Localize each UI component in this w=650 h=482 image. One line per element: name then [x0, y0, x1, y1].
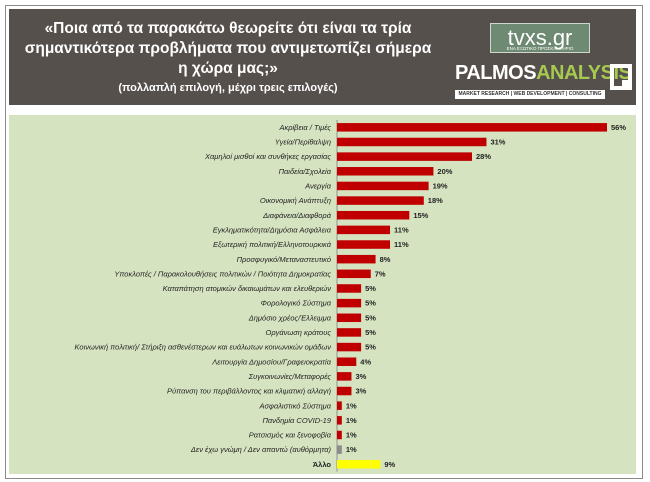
value-label: 1% — [346, 416, 357, 425]
bar — [337, 328, 362, 337]
bar — [337, 269, 371, 279]
value-label: 8% — [380, 255, 391, 264]
category-label: Ανεργία — [304, 182, 332, 191]
palmos-logo-mark-icon — [610, 64, 632, 90]
palmos-logo-word-b: ANALYSIS — [536, 62, 632, 84]
value-label: 20% — [437, 167, 452, 176]
category-label: Χαμηλοί μισθοί και συνθήκες εργασίας — [204, 152, 331, 161]
category-label: Υγεία/Περίθαλψη — [275, 138, 331, 147]
value-label: 31% — [490, 138, 505, 147]
chart-plot-area: Ακρίβεια / Τιμές 56% Υγεία/Περίθαλψη 31% Χαμ… — [9, 115, 636, 474]
bar — [337, 298, 362, 308]
category-label: Λειτουργία Δημοσίου/Γραφειοκρατία — [211, 357, 331, 366]
bar — [337, 254, 376, 264]
category-label: Διαφάνεια/Διαφθορά — [262, 211, 332, 220]
category-label: Εξωτερική πολιτική/Ελληνοτουρκικά — [213, 240, 332, 249]
value-label: 9% — [384, 460, 395, 469]
bar — [337, 240, 391, 249]
category-label: Παιδεία/Σχολεία — [279, 167, 332, 176]
category-label: Ρύπανση του περιβάλλοντος και κλιματική … — [167, 387, 331, 396]
category-label: Κοινωνική πολιτική/ Στήριξη ασθενέστερων… — [74, 343, 331, 352]
category-label: Οργάνωση κράτους — [266, 328, 332, 337]
category-label: Ασφαλιστικό Σύστημα — [259, 401, 332, 410]
palmos-logo-wordmark: PALMOSANALYSIS — [455, 62, 632, 85]
bar — [337, 416, 342, 425]
value-label: 7% — [375, 269, 386, 278]
value-label: 5% — [365, 328, 376, 337]
chart-title: «Ποια από τα παρακάτω θεωρείτε ότι είναι… — [23, 19, 433, 94]
value-label: 56% — [611, 123, 626, 132]
category-label: Δεν έχω γνώμη / Δεν απαντώ (αυθόρμητα) — [190, 445, 332, 454]
category-label: Οικονομική Ανάπτυξη — [260, 196, 331, 205]
tvxs-logo: tvxs.gr ΕΝΑ ΕΞΩΤΙΚΟ ΠΡΟΣΚΛΗΤΗΡΙΟ — [490, 23, 590, 53]
bar — [337, 386, 352, 396]
bar — [337, 167, 434, 176]
category-label: Συγκοινωνίες/Μεταφορές — [248, 372, 332, 381]
bar — [337, 152, 472, 161]
bar — [337, 401, 342, 410]
bar-chart: Ακρίβεια / Τιμές 56% Υγεία/Περίθαλψη 31% Χαμ… — [74, 120, 626, 472]
category-label: Καταπάτηση ατομικών δικαιωμάτων και ελευ… — [163, 284, 332, 293]
bar — [337, 460, 381, 469]
bar — [337, 430, 342, 440]
bar — [337, 225, 391, 235]
value-label: 11% — [394, 225, 409, 234]
category-label: Άλλο — [313, 460, 332, 469]
value-label: 5% — [365, 313, 376, 322]
category-label: Ακρίβεια / Τιμές — [278, 123, 331, 132]
palmos-analysis-logo: PALMOSANALYSIS MARKET RESEARCH | WEB DEV… — [455, 62, 635, 102]
header-banner: «Ποια από τα παρακάτω θεωρείτε ότι είναι… — [9, 9, 636, 105]
tvxs-logo-tagline: ΕΝΑ ΕΞΩΤΙΚΟ ΠΡΟΣΚΛΗΤΗΡΙΟ — [506, 46, 574, 51]
value-label: 1% — [346, 401, 357, 410]
value-label: 5% — [365, 299, 376, 308]
value-label: 11% — [394, 240, 409, 249]
value-label: 28% — [476, 152, 491, 161]
bar — [337, 196, 424, 205]
value-label: 5% — [365, 284, 376, 293]
question-text: «Ποια από τα παρακάτω θεωρείτε ότι είναι… — [24, 20, 432, 77]
value-label: 15% — [413, 211, 428, 220]
category-label: Ρατσισμός και ξενοφοβία — [249, 431, 332, 440]
bar — [337, 284, 362, 293]
value-label: 1% — [346, 431, 357, 440]
bar — [337, 342, 362, 352]
bar — [337, 210, 410, 220]
category-label: Δημόσιο χρέος/Έλλειμμα — [248, 313, 332, 322]
value-label: 3% — [355, 387, 366, 396]
bar — [337, 445, 342, 454]
category-label: Υποκλοπές / Παρακολουθήσεις πολιτικών / … — [114, 269, 331, 278]
value-label: 19% — [433, 182, 448, 191]
category-label: Πανδημία COVID-19 — [262, 416, 331, 425]
bar — [337, 181, 429, 191]
bar — [337, 313, 362, 323]
bar — [337, 137, 487, 147]
bar — [337, 372, 352, 381]
category-label: Φορολογικό Σύστημα — [261, 299, 332, 308]
value-label: 3% — [355, 372, 366, 381]
category-label: Εγκληματικότητα/Δημόσια Ασφάλεια — [213, 225, 332, 234]
palmos-logo-word-a: PALMOS — [455, 62, 537, 84]
value-label: 18% — [428, 196, 443, 205]
tvxs-logo-text: tvxs.gr — [507, 25, 573, 50]
palmos-logo-tagline: MARKET RESEARCH | WEB DEVELOPMENT | CONS… — [455, 90, 605, 99]
value-label: 1% — [346, 445, 357, 454]
value-label: 5% — [365, 343, 376, 352]
bar — [337, 123, 607, 132]
question-note: (πολλαπλή επιλογή, μέχρι τρεις επιλογές) — [118, 82, 338, 94]
value-label: 4% — [360, 357, 371, 366]
category-label: Προσφυγικό/Μεταναστευτικό — [237, 255, 331, 264]
bar — [337, 357, 357, 366]
